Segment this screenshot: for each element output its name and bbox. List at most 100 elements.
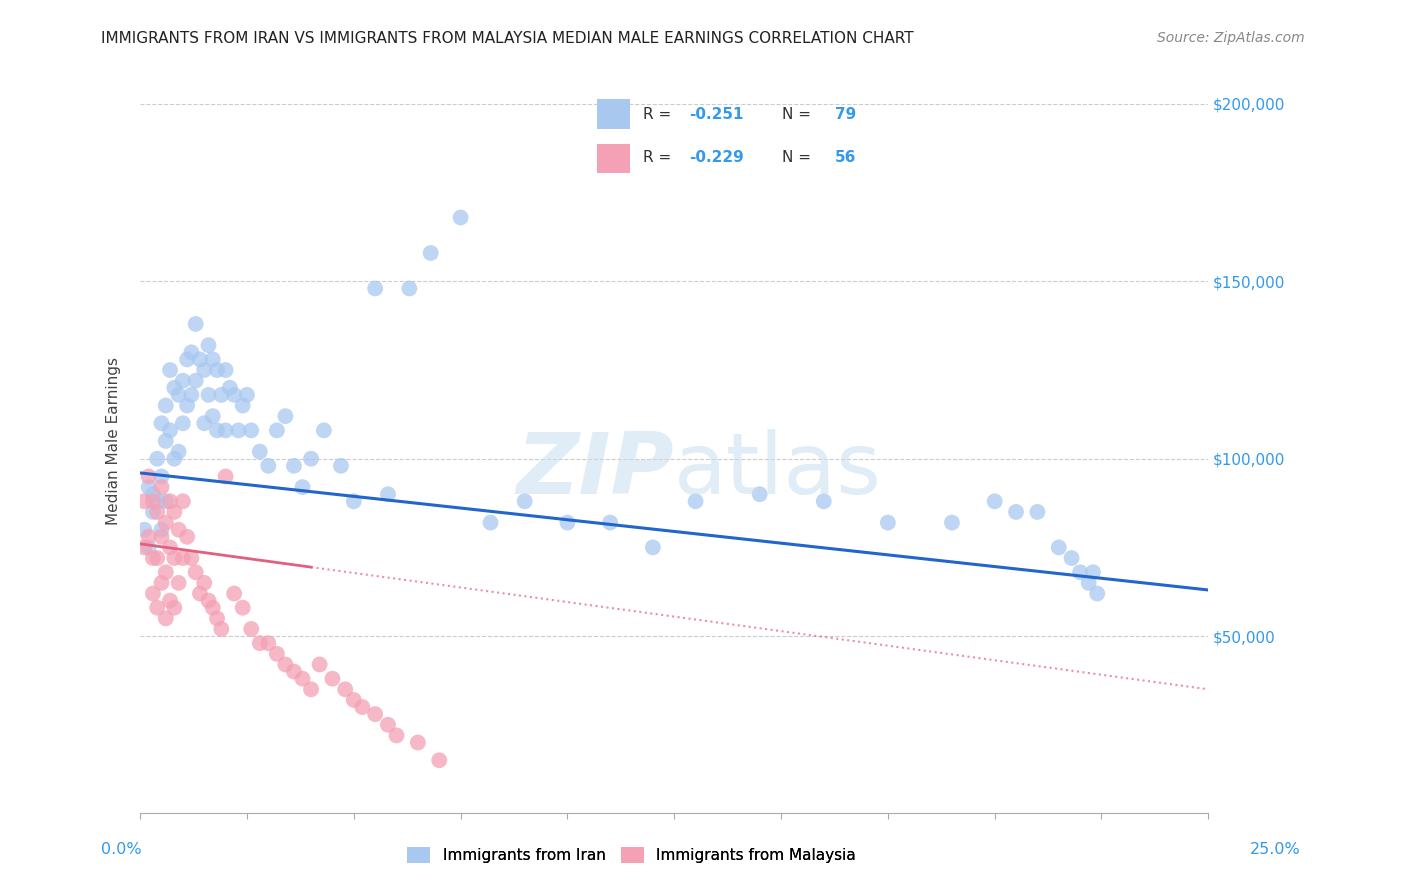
Point: [176, 399, 198, 413]
Point: [172, 551, 194, 566]
Point: [138, 480, 160, 494]
Point: [201, 600, 224, 615]
Point: [205, 611, 228, 625]
Text: N =: N =: [782, 107, 815, 122]
Point: [274, 657, 297, 672]
Point: [184, 374, 207, 388]
Point: [150, 417, 173, 431]
Point: [146, 551, 169, 566]
Point: [1026, 505, 1049, 519]
Point: [224, 586, 246, 600]
Point: [167, 523, 190, 537]
Point: [155, 399, 177, 413]
Point: [159, 494, 181, 508]
Point: [172, 417, 194, 431]
Point: [299, 451, 322, 466]
Point: [209, 388, 232, 402]
Point: [291, 672, 314, 686]
Text: Source: ZipAtlas.com: Source: ZipAtlas.com: [1157, 31, 1305, 45]
Point: [335, 682, 357, 697]
Point: [150, 530, 173, 544]
Point: [150, 469, 173, 483]
Point: [146, 600, 169, 615]
Point: [291, 480, 314, 494]
Point: [1077, 575, 1099, 590]
FancyBboxPatch shape: [596, 144, 630, 173]
Point: [150, 575, 173, 590]
Point: [240, 423, 263, 437]
Point: [398, 281, 420, 295]
Text: -0.251: -0.251: [689, 107, 744, 122]
Point: [138, 469, 160, 483]
Point: [274, 409, 297, 424]
Text: 56: 56: [835, 150, 856, 165]
Point: [599, 516, 621, 530]
Point: [330, 458, 353, 473]
Point: [1069, 566, 1091, 580]
Point: [343, 693, 366, 707]
Point: [163, 505, 186, 519]
Point: [557, 516, 579, 530]
Point: [1081, 566, 1104, 580]
Point: [155, 611, 177, 625]
Text: 0.0%: 0.0%: [101, 842, 142, 856]
Point: [257, 458, 280, 473]
Point: [240, 622, 263, 636]
Point: [377, 487, 399, 501]
Point: [167, 388, 190, 402]
Point: [1060, 551, 1083, 566]
Point: [188, 352, 211, 367]
Point: [142, 586, 165, 600]
Point: [283, 665, 305, 679]
Point: [641, 541, 664, 555]
Point: [209, 622, 232, 636]
Text: ZIP: ZIP: [516, 429, 675, 512]
Point: [176, 530, 198, 544]
Point: [352, 700, 374, 714]
Point: [155, 494, 177, 508]
Point: [155, 516, 177, 530]
Text: 79: 79: [835, 107, 856, 122]
Point: [155, 434, 177, 448]
Point: [163, 551, 186, 566]
Point: [180, 388, 202, 402]
Point: [308, 657, 330, 672]
Point: [205, 423, 228, 437]
Point: [138, 530, 160, 544]
Point: [150, 480, 173, 494]
Point: [283, 458, 305, 473]
Point: [172, 374, 194, 388]
Text: -0.229: -0.229: [689, 150, 744, 165]
Point: [146, 494, 169, 508]
Point: [232, 399, 254, 413]
Point: [406, 735, 429, 749]
Point: [377, 718, 399, 732]
Point: [201, 352, 224, 367]
Point: [214, 363, 236, 377]
Point: [159, 423, 181, 437]
Legend: Immigrants from Iran, Immigrants from Malaysia: Immigrants from Iran, Immigrants from Ma…: [401, 841, 862, 869]
Point: [232, 600, 254, 615]
Point: [249, 636, 271, 650]
Point: [180, 551, 202, 566]
Text: 25.0%: 25.0%: [1250, 842, 1301, 856]
Point: [188, 586, 211, 600]
Point: [748, 487, 770, 501]
Point: [155, 566, 177, 580]
Point: [876, 516, 898, 530]
Point: [197, 388, 219, 402]
Point: [201, 409, 224, 424]
Point: [142, 505, 165, 519]
Point: [172, 494, 194, 508]
Point: [150, 523, 173, 537]
Point: [159, 541, 181, 555]
Point: [364, 707, 387, 722]
Y-axis label: Median Male Earnings: Median Male Earnings: [107, 357, 121, 525]
Text: N =: N =: [782, 150, 815, 165]
Point: [184, 317, 207, 331]
Point: [214, 423, 236, 437]
Point: [1005, 505, 1028, 519]
Point: [479, 516, 502, 530]
Point: [159, 593, 181, 607]
Point: [266, 423, 288, 437]
